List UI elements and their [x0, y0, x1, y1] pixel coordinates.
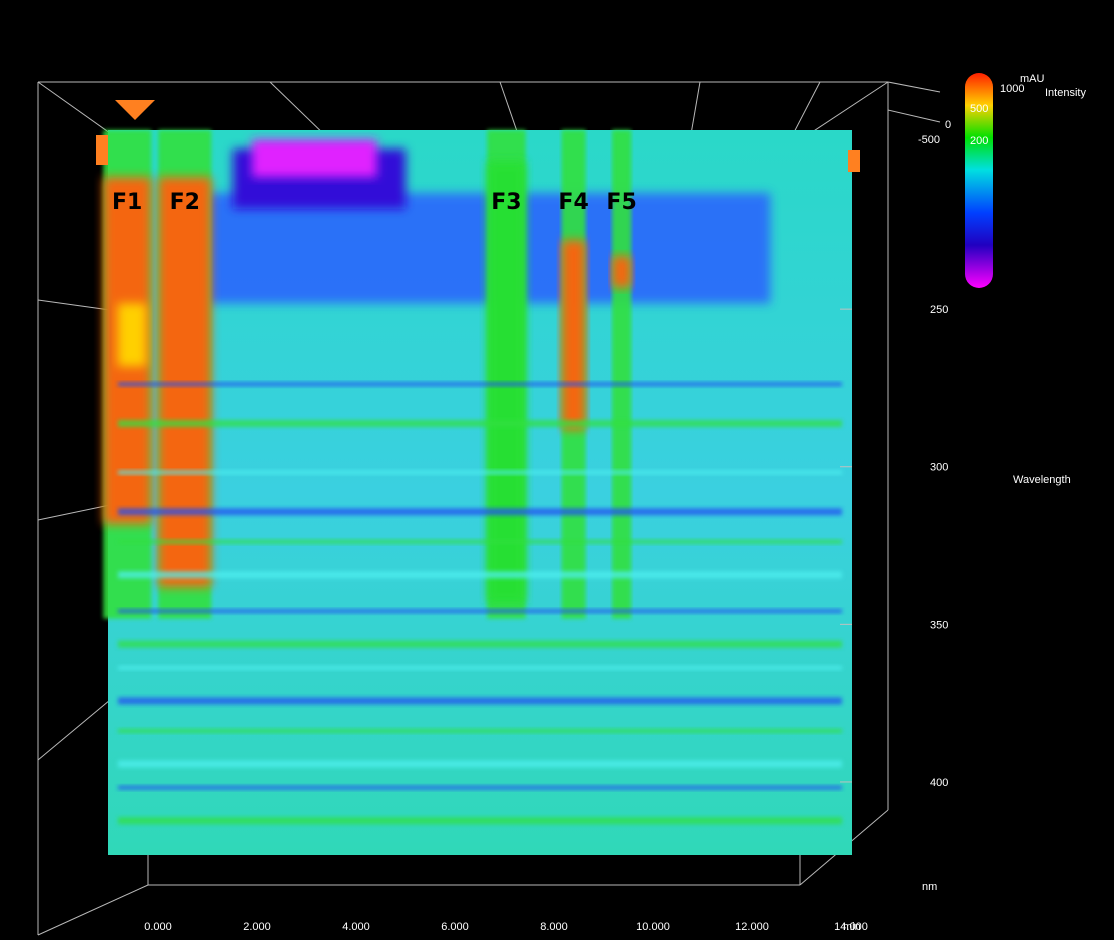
y-tick-label: 250	[930, 304, 948, 316]
y-axis-label: Wavelength	[1013, 474, 1071, 486]
peak-band	[612, 130, 632, 619]
z-tick-label: 1000	[1000, 83, 1024, 95]
peak-label: F3	[491, 190, 521, 215]
y-axis-ticks: 250 300 350 400	[840, 304, 948, 789]
peak-label: F5	[606, 190, 636, 215]
surface-stripe	[118, 508, 842, 516]
surface-stripe	[118, 539, 842, 544]
x-tick-label: 2.000	[243, 921, 271, 933]
low-intensity-region	[199, 193, 771, 304]
x-tick-label: 10.000	[636, 921, 670, 933]
x-axis-label: min	[843, 921, 861, 933]
peak-hotspot	[612, 256, 632, 288]
x-tick-label: 12.000	[735, 921, 769, 933]
peak-hotspot	[561, 240, 586, 430]
z-tick-label: 0	[945, 119, 951, 131]
surface-stripe	[118, 728, 842, 733]
surface-stripe	[118, 665, 842, 670]
peak-labels: F1 F2 F3 F4 F5	[112, 190, 637, 215]
min-intensity-region	[252, 139, 377, 178]
z-tick-label: 200	[970, 135, 988, 147]
peak-label: F1	[112, 190, 142, 215]
surface-stripe	[118, 817, 842, 825]
y-tick-label: 300	[930, 462, 948, 474]
x-tick-label: 8.000	[540, 921, 568, 933]
x-tick-label: 0.000	[144, 921, 172, 933]
spectral-surface	[103, 130, 852, 855]
surface-stripe	[118, 571, 842, 579]
z-tick-label: -500	[918, 134, 940, 146]
colorbar: mAU Intensity	[965, 73, 1086, 288]
z-axis-ticks: 0 -500 1000 500 200	[918, 83, 1024, 147]
peak-label: F4	[558, 190, 588, 215]
surface-texture	[118, 382, 842, 825]
peak-label: F2	[170, 190, 200, 215]
axis-markers	[96, 100, 860, 172]
surface-stripe	[118, 420, 842, 427]
surface-stripe	[118, 470, 842, 475]
surface-stripe	[118, 697, 842, 705]
colorbar-unit-label: mAU	[1020, 73, 1045, 85]
x-tick-label: 14.000	[834, 921, 868, 933]
surface-stripe	[118, 640, 842, 648]
x-axis-ticks: 0.000 2.000 4.000 6.000 8.000 10.000 12.000 14.…	[144, 921, 868, 933]
y-axis-unit: nm	[922, 881, 937, 893]
colorbar-title: Intensity	[1045, 87, 1086, 99]
surface-stripe	[118, 609, 842, 614]
colorbar-gradient	[965, 73, 993, 288]
z-tick-label: 500	[970, 103, 988, 115]
surface-stripe	[118, 382, 842, 387]
y-tick-label: 350	[930, 619, 948, 631]
peak-hotspot	[117, 303, 147, 367]
y-tick-label: 400	[930, 777, 948, 789]
x-tick-label: 4.000	[342, 921, 370, 933]
surface-stripe	[118, 760, 842, 768]
surface-stripe	[118, 785, 842, 790]
x-tick-label: 6.000	[441, 921, 469, 933]
